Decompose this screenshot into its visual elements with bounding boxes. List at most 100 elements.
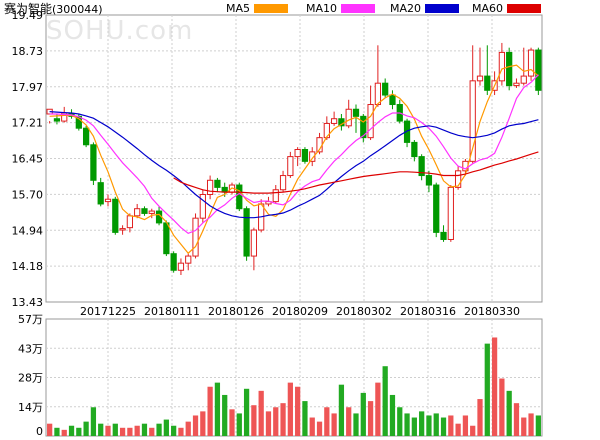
volume-bar-down xyxy=(389,394,396,436)
volume-bar-down xyxy=(360,392,366,436)
watermark: SOHU.com xyxy=(46,16,194,46)
candle-body-down xyxy=(382,82,389,96)
volume-bar-down xyxy=(506,390,512,436)
legend-ma10-swatch xyxy=(341,3,376,13)
candle-body-down xyxy=(360,115,367,139)
candle xyxy=(119,225,126,235)
ma10-line xyxy=(49,74,539,234)
volume-bar-up xyxy=(316,421,323,436)
candle-body-down xyxy=(53,118,61,122)
candle-body-up xyxy=(367,104,374,139)
candle xyxy=(352,104,360,133)
volume-bar-down xyxy=(535,415,541,436)
candle-body-down xyxy=(352,108,360,117)
volume-bar-up xyxy=(287,382,293,436)
volume-tick-label: 28万 xyxy=(18,372,43,385)
date-tick-label: 20171225 xyxy=(80,305,136,318)
candle xyxy=(134,203,141,219)
candle-body-up xyxy=(126,215,134,229)
candle-body-up xyxy=(527,49,535,77)
legend-ma5: MA5 xyxy=(226,1,289,15)
candle-body-up xyxy=(177,262,185,271)
volume-bar-up xyxy=(251,405,257,436)
candle xyxy=(287,151,294,178)
candle-body-down xyxy=(236,184,243,210)
legend-ma20: MA20 xyxy=(390,1,460,15)
date-tick-label: 20180316 xyxy=(400,305,456,318)
candle xyxy=(491,71,498,96)
volume-bar-up xyxy=(258,390,264,436)
candle-body-up xyxy=(498,51,506,82)
volume-bar-down xyxy=(156,423,162,436)
volume-bar-down xyxy=(171,425,177,436)
candle-body-down xyxy=(433,184,440,233)
candle-body-down xyxy=(82,127,90,146)
candle xyxy=(403,118,411,148)
candle xyxy=(535,47,542,96)
volume-bar-down xyxy=(214,382,221,436)
volume-bar-down xyxy=(236,413,242,436)
candle-body-up xyxy=(447,186,454,240)
candle xyxy=(411,140,418,162)
volume-tick-label: 57万 xyxy=(18,313,43,326)
volume-bar-up xyxy=(105,425,111,436)
candle-body-up xyxy=(309,151,316,162)
candle-body-down xyxy=(506,51,513,87)
volume-bar-down xyxy=(54,427,60,436)
candle-body-up xyxy=(185,255,192,264)
candle-body-down xyxy=(141,208,148,214)
candle-body-down xyxy=(425,175,433,186)
volume-bar-up xyxy=(295,386,301,436)
legend-ma60-label: MA60 xyxy=(472,1,504,15)
volume-bar-down xyxy=(90,407,97,436)
volume-bar-down xyxy=(433,413,439,436)
volume-bar-up xyxy=(513,403,520,436)
price-tick-label: 18.73 xyxy=(12,45,44,58)
volume-bar-up xyxy=(367,401,374,436)
volume-bar-up xyxy=(127,427,133,436)
volume-bar-up xyxy=(149,427,155,436)
legend-ma20-swatch xyxy=(425,3,460,13)
volume-bar-up xyxy=(119,427,126,436)
price-tick-label: 16.45 xyxy=(12,153,44,166)
volume-bar-down xyxy=(338,384,345,436)
candle xyxy=(236,182,243,212)
date-tick-label: 20180302 xyxy=(336,305,392,318)
candle xyxy=(68,109,75,119)
legend-ma5-swatch xyxy=(254,3,289,13)
candle xyxy=(294,147,301,167)
price-tick-label: 17.21 xyxy=(12,117,44,130)
candle xyxy=(112,196,119,235)
price-tick-label: 14.18 xyxy=(12,260,44,273)
candle-body-up xyxy=(469,80,476,162)
candle-body-down xyxy=(163,222,170,255)
candle-body-up xyxy=(374,82,382,106)
candle-body-down xyxy=(403,120,411,143)
legend-ma20-label: MA20 xyxy=(390,1,422,15)
candle-body-down xyxy=(411,141,418,158)
candle xyxy=(367,85,374,141)
candle xyxy=(250,227,258,271)
candle-body-down xyxy=(418,156,425,177)
volume-bar-up xyxy=(521,417,527,436)
candle xyxy=(527,47,535,81)
candle-body-up xyxy=(330,118,338,124)
candle xyxy=(243,206,250,261)
candle xyxy=(214,177,221,193)
volume-tick-label: 43万 xyxy=(18,342,43,355)
candle xyxy=(374,45,382,107)
volume-bar-up xyxy=(470,425,476,436)
candle xyxy=(418,154,425,181)
candle-body-up xyxy=(250,229,258,257)
candle-body-up xyxy=(520,75,527,84)
volume-bar-up xyxy=(61,429,67,436)
volume-bar-down xyxy=(440,417,447,436)
candle-body-up xyxy=(294,149,301,158)
legend-ma5-label: MA5 xyxy=(226,1,251,15)
ma20-line xyxy=(49,111,539,219)
candle-body-up xyxy=(134,208,141,217)
ma60-line xyxy=(173,151,539,194)
candle-body-up xyxy=(454,170,462,188)
volume-bar-up xyxy=(280,403,286,436)
